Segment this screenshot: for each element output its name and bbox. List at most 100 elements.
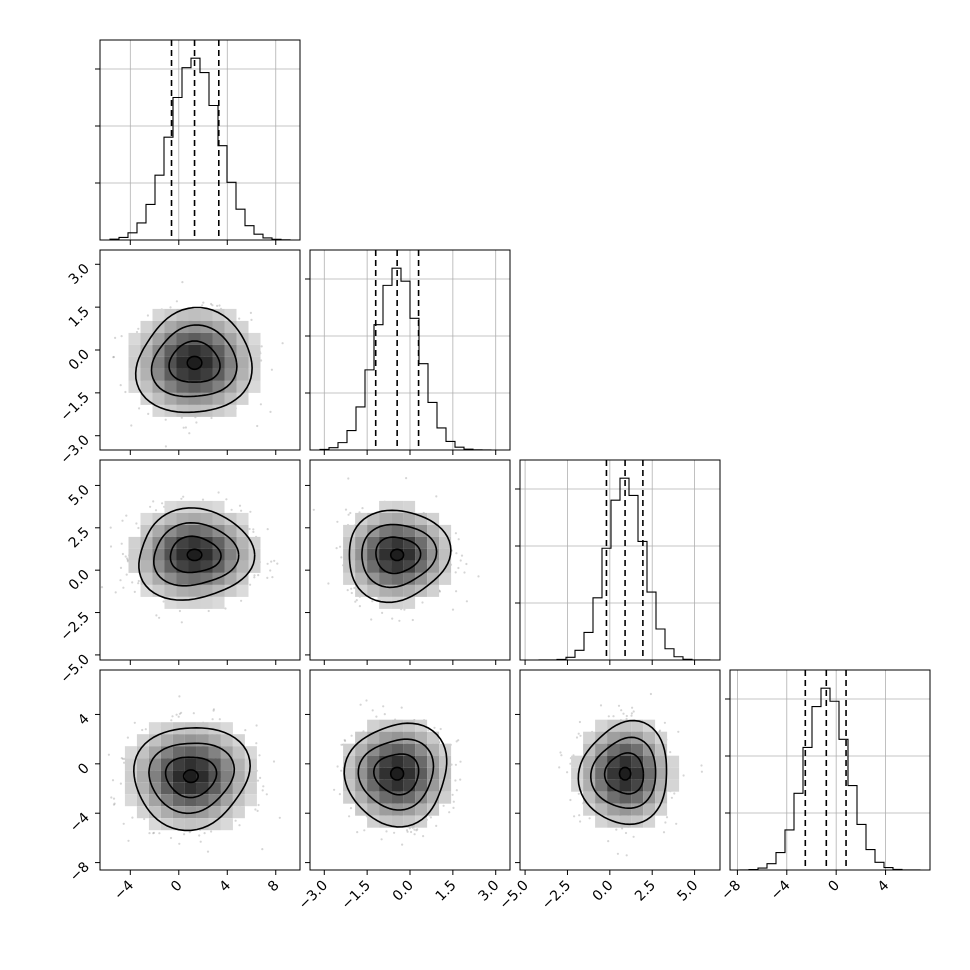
density-3-1-cell [439,791,452,804]
density-2-0-cell [140,548,153,561]
density-2-0-contour-0 [169,535,222,574]
density-3-1-point [336,765,339,768]
density-1-0-point [112,356,115,359]
density-2-0-point [217,491,220,494]
density-3-0-point [178,695,181,698]
density-2-0-point [120,542,123,545]
density-2-1-cell [403,548,416,561]
density-2-0-point [121,519,124,522]
density-1-0-point [135,330,139,334]
density-3-1-cell [415,731,428,744]
density-3-1-point [375,715,378,718]
density-3-0-cell [232,746,245,759]
density-1-0-cell [212,392,225,405]
density-3-1-point [422,835,425,838]
density-2-0-cell [200,548,213,561]
density-2-0-point [135,522,138,525]
density-2-0-cell [188,500,201,513]
density-2-0-cell [200,596,213,609]
density-1-0-cell [188,320,201,333]
density-2-1-cell [391,596,404,609]
density-3-1-content [333,699,462,846]
density-3-0-cell [124,758,137,771]
density-2-0-cell [224,560,237,573]
density-3-0-point [170,719,173,722]
density-2-1-contour-2 [348,509,452,604]
density-3-1-point [442,804,445,807]
density-3-0-point [141,728,144,732]
density-1-0-point [218,304,221,307]
density-3-2-point [612,715,615,718]
density-3-0-point [206,850,210,853]
density-2-0-cell [176,548,189,561]
density-1-0-point [216,304,219,307]
density-3-1-cell [355,743,368,756]
density-2-0-point [158,616,161,619]
density-2-1-cell [343,536,356,549]
density-2-1-point [463,571,466,574]
density-3-0-cell [208,782,221,795]
density-2-0-cell [188,512,201,525]
density-1-0-cell [224,332,237,345]
density-1-0-cell [140,368,153,381]
density-2-1-point [477,575,480,578]
density-2-0-point [253,576,256,579]
density-2-1-cell [355,512,368,525]
density-3-1-point [459,778,462,781]
density-2-0-contour-core [186,548,203,562]
density-2-0-cell [176,584,189,597]
density-3-1-point [410,830,413,834]
density-3-1-cell [343,743,356,756]
density-1-0-cell [212,332,225,345]
density-3-0-cell [124,794,137,807]
density-1-0-cell [248,332,261,345]
density-3-0-cell [136,806,149,819]
density-3-2-point [573,815,576,818]
density-2-0-cell [128,548,141,561]
density-3-1-point [385,830,388,833]
density-3-1-cell [379,779,392,792]
density-2-1-cell [367,572,380,585]
density-3-1-point [454,779,457,782]
density-2-0-cell [188,560,201,573]
hist-panel-1 [305,249,511,451]
density-3-2-point [631,706,634,709]
density-3-1-point [413,828,416,831]
density-1-0-cell [188,404,201,417]
density-3-1-point [338,793,341,796]
density-2-1-cell [367,560,380,573]
density-3-2-point [632,835,635,838]
density-2-0-point [162,600,165,603]
density-3-1-point [413,833,416,836]
density-2-0-point [124,555,127,558]
density-2-1-point [454,571,457,574]
density-1-0-cell [140,320,153,333]
density-2-1-point [349,511,352,515]
density-2-0-point [266,562,269,565]
density-2-0-cell [212,536,225,549]
density-3-1-cell [391,743,404,756]
density-3-0-cell [244,794,257,807]
density-2-1-cell [439,548,452,561]
density-1-0-cell [236,344,249,357]
density-3-0-cell [232,758,245,771]
density-3-0-point [107,753,110,756]
density-3-0-cell [184,758,197,771]
density-3-0-cell [124,770,137,783]
density-2-0-point [125,514,128,517]
density-2-0-point [178,609,181,613]
density-1-0-point [130,424,133,427]
density-1-0-point [180,416,183,419]
density-2-0-cell [152,524,165,537]
density-1-0-content [112,281,284,448]
density-3-0-point [110,796,113,799]
density-3-1-point [365,699,368,702]
density-1-0-cell [212,356,225,369]
density-2-0-point [225,498,228,501]
density-1-0-cell [200,356,213,369]
density-2-1-point [465,600,468,603]
density-3-0-point [238,824,241,827]
density-2-0-cell [224,572,237,585]
density-2-1-cell [355,572,368,585]
density-3-0-cell [220,818,233,831]
